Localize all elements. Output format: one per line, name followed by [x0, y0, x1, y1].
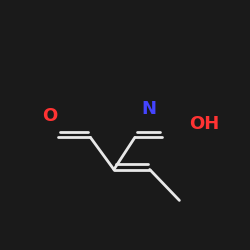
Text: N: N: [141, 100, 156, 118]
Text: OH: OH: [189, 115, 220, 133]
Text: O: O: [42, 107, 57, 125]
